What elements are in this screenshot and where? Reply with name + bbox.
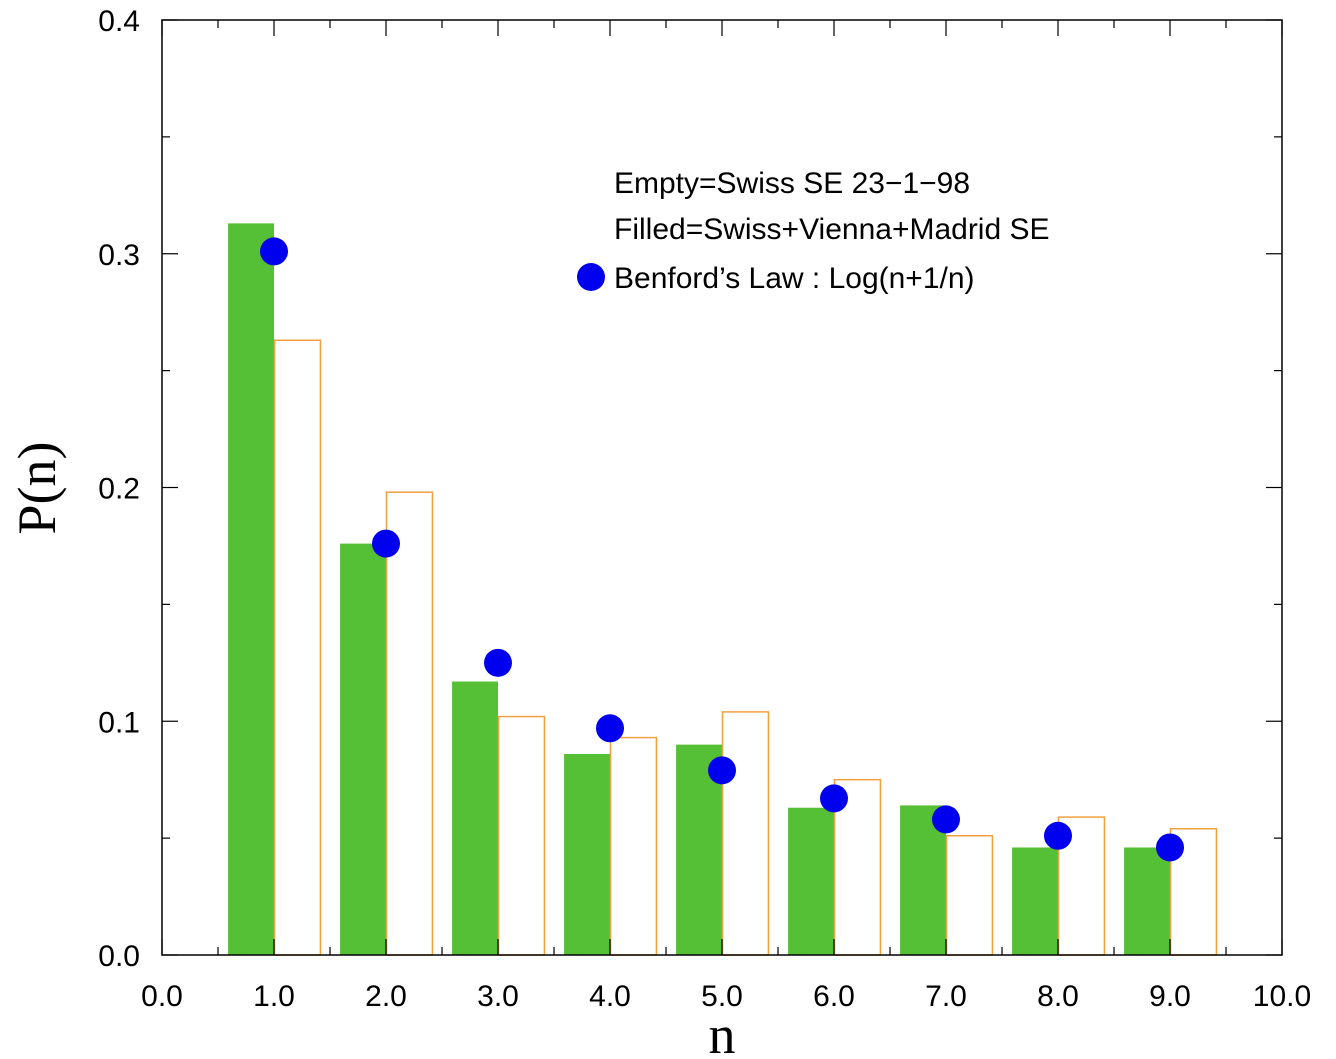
markers-layer <box>260 237 1184 862</box>
y-tick-label: 0.0 <box>98 940 140 973</box>
y-tick-label: 0.3 <box>98 239 140 272</box>
x-tick-label: 9.0 <box>1149 980 1191 1013</box>
x-tick-label: 3.0 <box>477 980 519 1013</box>
y-tick-label: 0.4 <box>98 5 140 38</box>
empty-bar <box>721 711 770 956</box>
filled-bar <box>340 543 386 955</box>
benford-point <box>1156 833 1184 862</box>
x-tick-label: 10.0 <box>1253 980 1311 1013</box>
filled-bar <box>788 807 834 955</box>
filled-bar <box>564 753 610 955</box>
empty-bar <box>609 736 658 956</box>
legend-marker-benford <box>577 263 605 291</box>
y-tick-label: 0.2 <box>98 473 140 506</box>
ticks-layer <box>161 19 1283 956</box>
x-tick-label: 2.0 <box>365 980 407 1013</box>
benford-point <box>484 648 512 677</box>
legend-entry-empty: Empty=Swiss SE 23−1−98 <box>614 167 970 200</box>
empty-bar <box>497 715 546 956</box>
filled-bar <box>1012 847 1058 955</box>
legend-entry-benford: Benford’s Law : Log(n+1/n) <box>614 262 975 295</box>
x-tick-label: 6.0 <box>813 980 855 1013</box>
x-tick-label: 1.0 <box>253 980 295 1013</box>
x-tick-label: 0.0 <box>141 980 183 1013</box>
x-tick-label: 5.0 <box>701 980 743 1013</box>
benford-point <box>260 237 288 266</box>
x-tick-label: 4.0 <box>589 980 631 1013</box>
empty-bar <box>945 835 994 956</box>
y-tick-label: 0.1 <box>98 706 140 739</box>
legend: Empty=Swiss SE 23−1−98 Filled=Swiss+Vien… <box>577 167 1050 295</box>
filled-bar <box>1124 847 1170 955</box>
x-tick-label: 7.0 <box>925 980 967 1013</box>
empty-bar <box>385 491 434 956</box>
tick-labels-layer: 0.0 1.0 2.0 3.0 4.0 5.0 6.0 7.0 8.0 9.0 10.0 0.0 0.1… <box>98 5 1311 1013</box>
benford-point <box>596 714 624 743</box>
y-axis-title: P(n) <box>7 442 67 535</box>
bars-layer <box>228 223 1218 956</box>
benford-point <box>708 756 736 785</box>
filled-bar <box>452 681 498 955</box>
legend-entry-filled: Filled=Swiss+Vienna+Madrid SE <box>614 213 1050 246</box>
filled-bar <box>228 223 274 956</box>
empty-bar <box>273 339 322 956</box>
benford-point <box>820 784 848 813</box>
benford-point <box>1044 821 1072 850</box>
benford-point <box>932 805 960 834</box>
x-tick-label: 8.0 <box>1037 980 1079 1013</box>
x-axis-title: n <box>709 1005 736 1059</box>
benford-point <box>372 529 400 558</box>
